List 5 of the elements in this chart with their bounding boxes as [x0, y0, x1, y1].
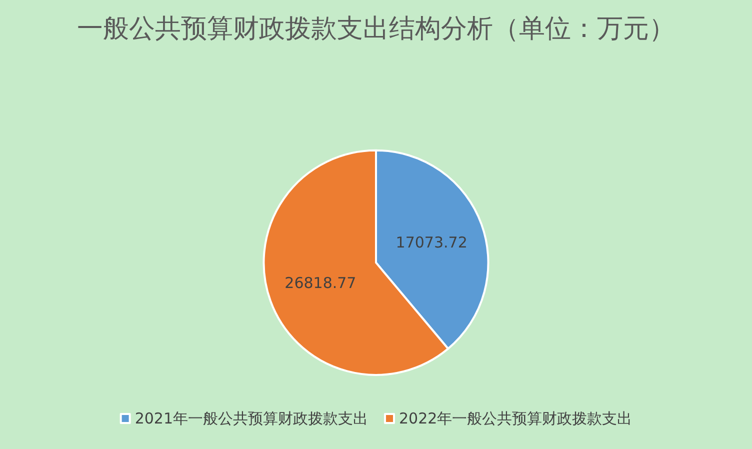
- data-label: 17073.72: [396, 233, 468, 252]
- chart-title: 一般公共预算财政拨款支出结构分析（单位：万元）: [77, 14, 675, 44]
- legend-label: 2021年一般公共预算财政拨款支出: [134, 410, 368, 428]
- data-label: 26818.77: [284, 274, 356, 292]
- legend-label: 2022年一般公共预算财政拨款支出: [399, 410, 632, 428]
